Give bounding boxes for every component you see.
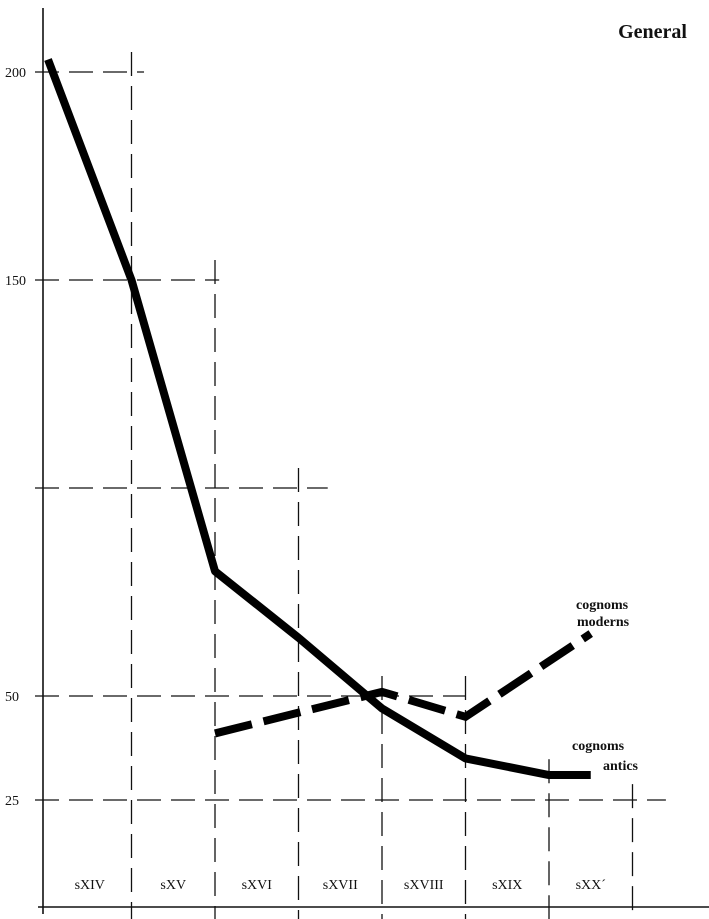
y-tick-label: 25 bbox=[5, 794, 19, 809]
category-label: sXIV bbox=[75, 878, 105, 893]
series-label-line1: cognoms bbox=[576, 598, 629, 613]
series-labels: cognoms antics cognoms moderns bbox=[572, 598, 639, 774]
series-line-cognoms-antics bbox=[44, 58, 591, 780]
series-lines bbox=[44, 58, 593, 780]
y-tick-labels: 200 150 50 25 bbox=[5, 66, 26, 809]
category-label: sXV bbox=[160, 878, 186, 893]
category-label: sXVIII bbox=[404, 878, 444, 893]
category-label: sXX´ bbox=[576, 878, 606, 893]
y-tick-label: 150 bbox=[5, 274, 26, 289]
series-line-cognoms-moderns bbox=[214, 630, 593, 738]
series-label-line2: moderns bbox=[577, 615, 630, 630]
category-label: sXIX bbox=[492, 878, 522, 893]
gridlines bbox=[35, 52, 666, 919]
axes bbox=[38, 8, 709, 914]
series-label-line1: cognoms bbox=[572, 739, 625, 754]
y-tick-label: 200 bbox=[5, 66, 26, 81]
category-label: sXVI bbox=[242, 878, 273, 893]
y-tick-label: 50 bbox=[5, 690, 19, 705]
category-label: sXVII bbox=[323, 878, 358, 893]
series-label-line2: antics bbox=[603, 759, 639, 774]
category-labels: sXIV sXV sXVI sXVII sXVIII sXIX sXX´ bbox=[75, 878, 606, 893]
chart-title: General bbox=[618, 21, 687, 43]
